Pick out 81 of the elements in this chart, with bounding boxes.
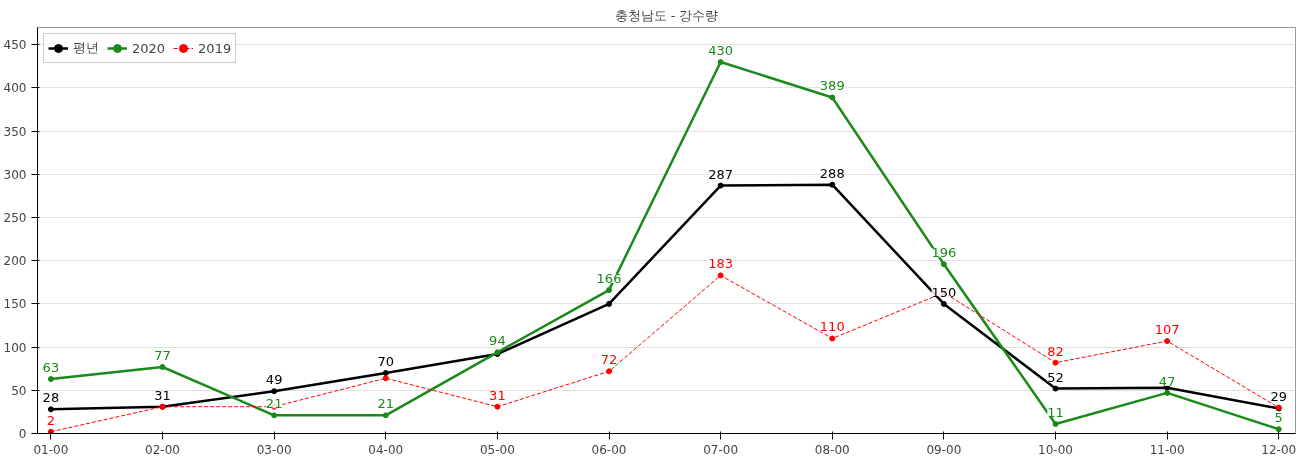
point [717,182,724,189]
x-tick-label: 02-00 [145,442,180,457]
data-label: 47 [1158,373,1176,389]
point [829,181,836,188]
data-label: 288 [819,165,845,181]
x-tick-label: 04-00 [368,442,404,457]
data-label: 430 [708,43,734,59]
point [382,375,389,382]
data-label: 5 [1274,410,1283,426]
x-tick-label: 05-00 [479,442,515,457]
point [159,363,166,370]
data-label: 196 [931,245,957,261]
point [1164,338,1171,345]
point [717,272,724,279]
data-label: 52 [1047,369,1064,385]
data-label: 28 [42,390,60,406]
point [494,403,501,410]
point [606,300,613,307]
data-label: 2 [46,412,56,428]
point [382,412,389,419]
point [829,94,836,101]
data-label: 49 [265,372,283,388]
point [47,406,54,413]
point [1164,389,1171,396]
data-label: 166 [596,271,622,287]
data-label: 107 [1154,322,1180,338]
point [1052,359,1059,366]
legend-label: 평년 [73,39,99,57]
point [717,59,724,66]
y-tick-label: 250 [3,211,27,226]
y-tick-label: 450 [3,38,27,53]
point [1052,421,1059,427]
y-tick-label: 300 [3,167,27,182]
data-label: 287 [708,166,734,182]
legend-label: 2020 [132,40,166,56]
x-tick-label: 09-00 [926,442,962,457]
y-tick-label: 50 [11,383,27,398]
data-label: 94 [489,333,506,349]
data-label: 21 [265,396,283,412]
point [940,261,947,268]
data-label: 63 [42,360,60,376]
x-tick-label: 08-00 [814,442,850,457]
x-tick-label: 11-00 [1149,442,1185,457]
data-label: 183 [708,256,734,272]
point [606,287,613,294]
data-label: 389 [819,78,845,94]
data-label: 150 [931,284,957,300]
point [1052,385,1059,392]
y-tick-label: 150 [3,297,27,312]
x-tick-label: 10-00 [1038,442,1073,457]
data-label: 72 [600,352,618,368]
point [606,368,613,375]
x-tick-label: 01-00 [33,442,69,457]
legend-label: 2019 [198,40,232,56]
data-label: 31 [489,387,506,403]
point [47,428,54,434]
data-label: 110 [819,319,845,335]
data-label: 77 [154,347,171,363]
y-tick-label: 350 [3,124,27,139]
point [829,335,836,342]
point [271,412,278,419]
y-tick-label: 0 [18,427,27,441]
y-tick-label: 200 [3,254,27,269]
x-tick-label: 03-00 [256,442,292,457]
y-tick-label: 100 [3,340,27,355]
data-label: 31 [154,387,171,403]
point [1275,426,1282,433]
point [271,388,278,395]
data-label: 29 [1270,389,1288,405]
data-label: 21 [377,396,395,412]
point [47,376,54,383]
point [382,370,389,377]
x-tick-label: 06-00 [591,442,627,457]
chart-title: 충청남도 - 강수량 [614,7,719,23]
data-label: 82 [1047,343,1064,359]
x-tick-label: 12-00 [1261,442,1297,457]
data-label: 70 [377,354,395,370]
x-tick-label: 07-00 [703,442,739,457]
point [940,300,947,307]
y-tick-label: 400 [3,81,27,96]
data-label: 11 [1047,405,1064,420]
